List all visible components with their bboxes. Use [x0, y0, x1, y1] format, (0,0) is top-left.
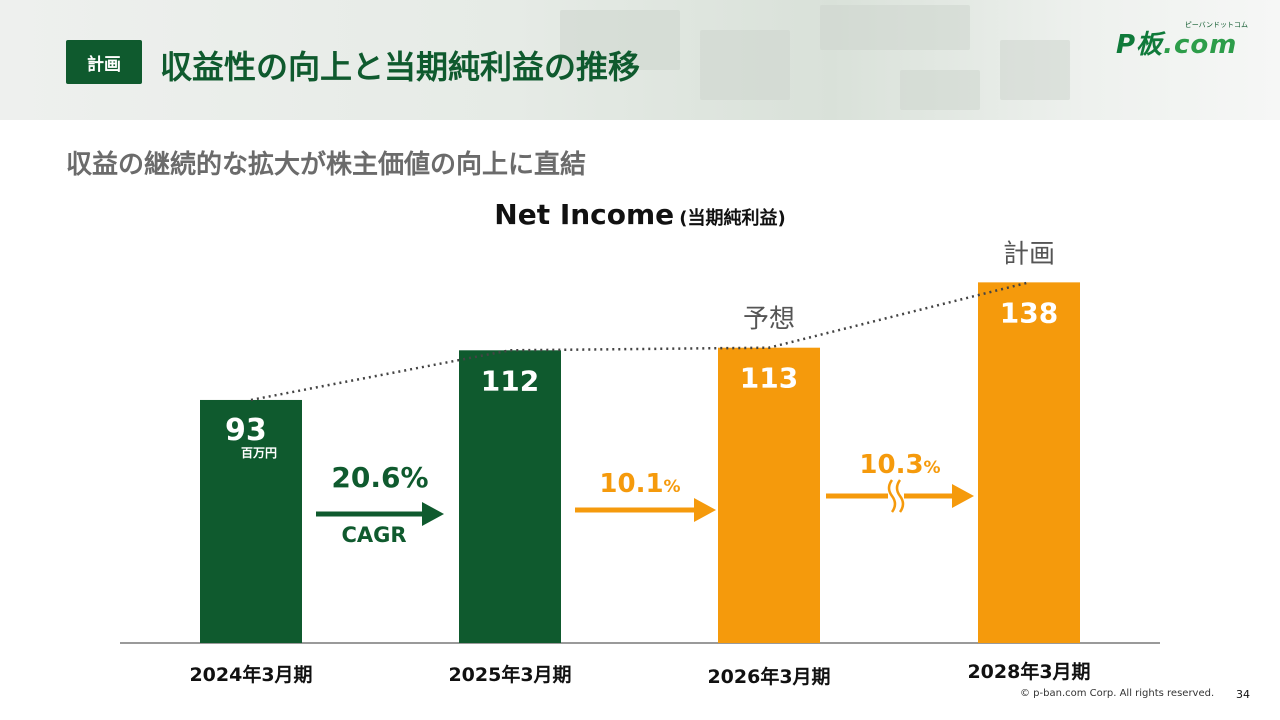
growth-sub-label-1: CAGR	[341, 523, 406, 547]
header-background	[0, 0, 1280, 120]
chart-title-jp: (当期純利益)	[679, 208, 786, 229]
logo-text: P板	[1116, 30, 1164, 60]
value-label-1: 93	[225, 413, 267, 448]
value-label-3: 113	[740, 362, 798, 395]
category-label-3: 2026年3月期	[707, 665, 830, 688]
growth-rate-2: 10.1%	[599, 469, 680, 499]
unit-label: 百万円	[241, 446, 277, 460]
value-label-2: 112	[481, 364, 539, 397]
slide-title: 収益性の向上と当期純利益の推移	[160, 48, 641, 86]
page-number: 34	[1236, 688, 1250, 701]
slide-subtitle: 収益の継続的な拡大が株主価値の向上に直結	[66, 150, 587, 180]
category-label-1: 2024年3月期	[189, 663, 312, 686]
growth-rate-value-3: 10.3	[859, 450, 923, 480]
chart-title-en: Net Income	[494, 198, 675, 231]
axis-break-mark-2	[895, 479, 905, 513]
bar-tag-4: 計画	[1003, 239, 1055, 269]
growth-rate-3: 10.3%	[859, 450, 940, 480]
growth-rate-suffix-2: %	[664, 477, 681, 497]
bar-tag-3: 予想	[743, 305, 795, 335]
trend-line	[250, 281, 1030, 402]
bar-3	[718, 347, 820, 643]
axis-break-mark-1	[887, 479, 897, 513]
axis-break-gap	[888, 480, 904, 512]
growth-rate-value-2: 10.1	[599, 469, 663, 499]
growth-arrow-head-3	[952, 484, 974, 508]
logo-com: .com	[1163, 30, 1238, 60]
copyright: © p-ban.com Corp. All rights reserved.	[1020, 688, 1215, 699]
bar-1	[200, 399, 302, 643]
category-label-4: 2028年3月期	[967, 660, 1090, 683]
logo-kana: ピーバンドットコム	[1184, 21, 1248, 29]
chart-title: Net Income (当期純利益)	[0, 198, 1280, 231]
growth-arrow-head-1	[422, 502, 444, 526]
growth-rate-suffix-3: %	[924, 458, 941, 478]
company-logo: ピーバンドットコム P板.com	[1116, 20, 1252, 60]
plan-badge: 計画	[66, 40, 142, 84]
growth-rate-1: 20.6%	[331, 461, 428, 494]
growth-rate-value-1: 20.6%	[331, 461, 428, 494]
bar-2	[459, 350, 561, 643]
value-label-4: 138	[1000, 296, 1058, 329]
category-label-2: 2025年3月期	[448, 663, 571, 686]
bar-4	[978, 282, 1080, 643]
logo-wordmark: P板.com	[1116, 24, 1237, 61]
growth-arrow-head-2	[694, 498, 716, 522]
